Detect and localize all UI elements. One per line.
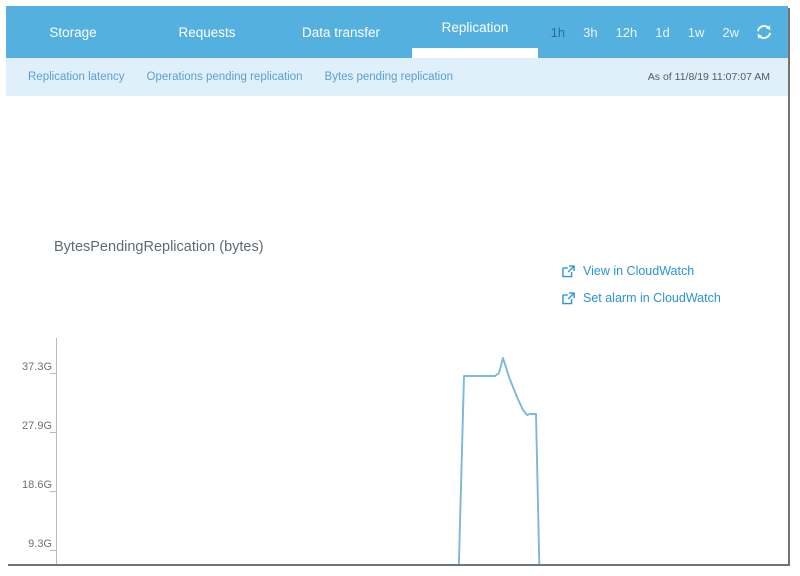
ytick-label-27-9g: 27.9G [22,420,52,432]
active-tab-indicator [412,48,538,58]
metrics-tabbar: Storage Requests Data transfer Replicati… [6,6,788,58]
as-of-timestamp: As of 11/8/19 11:07:07 AM [647,71,770,83]
range-1d[interactable]: 1d [655,24,670,40]
ytick-label-37-3g: 37.3G [22,361,52,373]
tab-requests-label: Requests [178,24,236,40]
range-1w[interactable]: 1w [687,24,705,40]
chart-svg [50,338,541,564]
subnav-link-replication-latency[interactable]: Replication latency [28,71,125,83]
cloudwatch-actions: View in CloudWatch Set alarm in CloudWat… [562,264,721,305]
series-line-replicate-to-sydney [457,357,541,564]
set-alarm-in-cloudwatch-label: Set alarm in CloudWatch [583,291,721,305]
range-1h[interactable]: 1h [550,24,566,40]
plot-area: 37.3G 27.9G 18.6G 9.3G 0.0 10:15 10:30 1… [6,96,788,564]
tab-requests[interactable]: Requests [140,6,274,58]
subnav-link-bytes-pending-replication[interactable]: Bytes pending replication [324,71,454,83]
view-in-cloudwatch-label: View in CloudWatch [583,264,695,278]
external-link-icon [562,291,575,305]
view-in-cloudwatch-link[interactable]: View in CloudWatch [562,264,721,278]
ytick-label-18-6g: 18.6G [22,479,52,491]
tab-data-transfer-label: Data transfer [301,24,381,40]
time-range-selector: 1h 3h 12h 1d 1w 2w [542,6,774,58]
tab-storage-label: Storage [49,24,97,40]
set-alarm-in-cloudwatch-link[interactable]: Set alarm in CloudWatch [562,291,721,305]
ytick-label-9-3g: 9.3G [28,538,52,550]
metrics-subnav: Replication latency Operations pending r… [6,58,788,96]
range-12h[interactable]: 12h [615,24,638,40]
range-3h[interactable]: 3h [583,24,598,40]
external-link-icon [562,264,575,278]
chart-panel: BytesPendingReplication (bytes) View in … [6,96,788,564]
chart-title: BytesPendingReplication (bytes) [54,239,264,255]
tab-storage[interactable]: Storage [6,6,140,58]
subnav-link-operations-pending-replication[interactable]: Operations pending replication [146,71,303,83]
range-2w[interactable]: 2w [722,24,739,40]
tab-data-transfer[interactable]: Data transfer [274,6,408,58]
tab-list: Storage Requests Data transfer Replicati… [6,6,542,58]
tab-replication[interactable]: Replication [408,6,542,58]
tab-replication-label: Replication [441,19,509,35]
metrics-card: Storage Requests Data transfer Replicati… [6,6,788,564]
refresh-icon[interactable] [754,22,774,42]
